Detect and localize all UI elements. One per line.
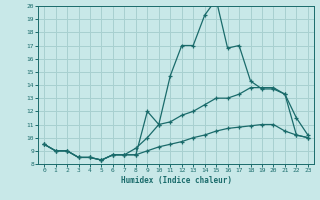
X-axis label: Humidex (Indice chaleur): Humidex (Indice chaleur) [121, 176, 231, 185]
